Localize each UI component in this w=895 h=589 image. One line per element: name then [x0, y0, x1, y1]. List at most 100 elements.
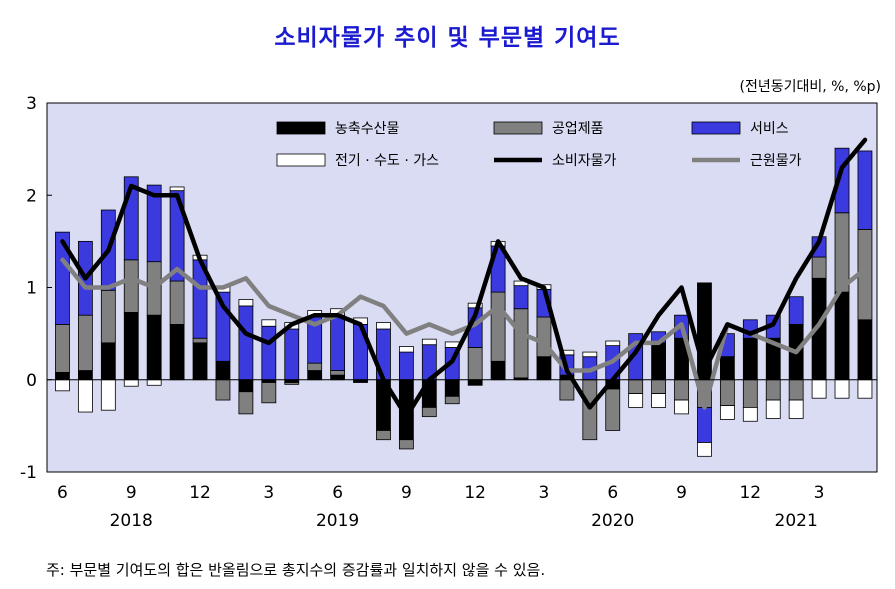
bar-0-7 [215, 360, 231, 381]
bar-1-1 [77, 314, 93, 371]
bar-1-22 [559, 379, 575, 401]
bar-3-5 [169, 186, 185, 192]
legend-label-3: 전기 · 수도 · 가스 [335, 153, 439, 169]
bar-3-4 [146, 379, 162, 386]
bar-1-24 [605, 388, 621, 431]
plot-area [46, 102, 878, 473]
x-tick-label-11: 3 [814, 483, 825, 503]
line-4 [60, 137, 868, 419]
bar-2-12 [330, 314, 346, 371]
bar-1-12 [330, 370, 346, 376]
bar-1-26 [651, 379, 666, 394]
bar-2-4 [146, 184, 162, 263]
bar-0-3 [123, 312, 139, 381]
bar-2-0 [55, 231, 70, 325]
footnote: 주: 부문별 기여도의 합은 반올림으로 총지수의 증감률과 일치하지 않을 수… [46, 561, 546, 579]
bar-1-6 [192, 337, 208, 344]
legend-label-0: 농축수산물 [335, 121, 400, 137]
x-tick-label-5: 9 [401, 483, 412, 503]
bar-3-0 [55, 379, 70, 392]
x-tick-label-4: 6 [332, 483, 343, 503]
y-tick-label-3: 0 [26, 371, 37, 391]
y-tick-label-4: -1 [20, 463, 37, 483]
x-tick-label-6: 12 [464, 483, 486, 503]
bar-0-4 [146, 314, 162, 381]
bar-1-3 [123, 259, 139, 313]
bar-1-15 [398, 439, 414, 450]
legend-label-2: 서비스 [750, 121, 789, 137]
bar-3-15 [398, 346, 414, 353]
bar-1-20 [513, 308, 529, 379]
legend-label-5: 근원물가 [750, 153, 802, 169]
year-label-0: 2018 [110, 511, 153, 531]
bar-1-9 [261, 382, 277, 404]
bar-3-9 [261, 319, 277, 327]
bar-1-23 [582, 379, 598, 441]
unit-note: (전년동기대비, %, %p) [739, 79, 882, 95]
bar-3-14 [376, 322, 391, 330]
bar-0-8 [238, 379, 254, 393]
year-label-3: 2021 [775, 511, 818, 531]
x-tick-label-10: 12 [739, 483, 761, 503]
bar-1-27 [674, 379, 689, 401]
bar-0-2 [100, 342, 116, 381]
bar-0-17 [444, 379, 460, 397]
legend-swatch-3 [276, 153, 326, 167]
bar-1-25 [628, 379, 644, 394]
year-label-1: 2019 [316, 511, 359, 531]
bar-3-2 [100, 379, 116, 411]
bar-0-34 [834, 291, 850, 381]
bar-0-12 [330, 374, 346, 381]
bar-1-31 [765, 379, 781, 401]
bar-0-35 [857, 319, 873, 381]
year-label-2: 2020 [591, 511, 634, 531]
bar-3-8 [238, 299, 254, 307]
bar-1-16 [421, 407, 437, 418]
bar-3-1 [77, 379, 93, 413]
legend-label-1: 공업제품 [552, 121, 604, 137]
bar-3-28 [697, 442, 712, 457]
bar-1-0 [55, 323, 70, 373]
chart-title: 소비자물가 추이 및 부문별 기여도 [274, 25, 621, 51]
bar-1-29 [719, 379, 735, 406]
bar-1-7 [215, 379, 231, 401]
bar-1-14 [376, 430, 391, 441]
bar-0-21 [536, 356, 552, 381]
bar-0-19 [490, 360, 506, 381]
bar-0-6 [192, 342, 208, 381]
bar-0-30 [742, 337, 758, 381]
bar-3-32 [788, 399, 804, 419]
x-tick-label-0: 6 [57, 483, 68, 503]
bar-3-27 [674, 399, 689, 415]
bar-1-34 [834, 212, 850, 293]
bar-1-17 [444, 395, 460, 405]
bar-1-10 [284, 382, 300, 385]
bar-0-5 [169, 323, 185, 381]
bar-3-16 [421, 338, 437, 346]
bar-1-18 [467, 347, 483, 381]
bar-1-8 [238, 391, 254, 415]
bar-0-11 [307, 370, 323, 381]
bar-1-30 [742, 379, 758, 408]
bar-0-18 [467, 379, 483, 386]
line-layer [60, 137, 868, 419]
bar-2-28 [697, 407, 712, 443]
bar-2-10 [284, 328, 300, 381]
bar-3-31 [765, 399, 781, 419]
bar-3-23 [582, 351, 598, 358]
x-tick-label-8: 6 [607, 483, 618, 503]
bar-0-0 [55, 371, 70, 381]
bar-2-15 [398, 351, 414, 381]
axes-layer: 3 2 1 0 -1 6 9 12 3 6 9 12 3 6 9 12 3 2018 2019 2020 2021 [20, 94, 877, 531]
x-tick-label-3: 3 [263, 483, 274, 503]
y-tick-label-2: 1 [26, 279, 37, 299]
bar-0-29 [719, 356, 735, 381]
legend-label-4: 소비자물가 [552, 153, 617, 169]
bar-2-8 [238, 305, 254, 381]
bar-1-19 [490, 291, 506, 362]
bar-3-26 [651, 393, 666, 408]
bar-2-32 [788, 296, 804, 325]
bar-3-35 [857, 379, 873, 399]
bar-1-32 [788, 379, 804, 401]
